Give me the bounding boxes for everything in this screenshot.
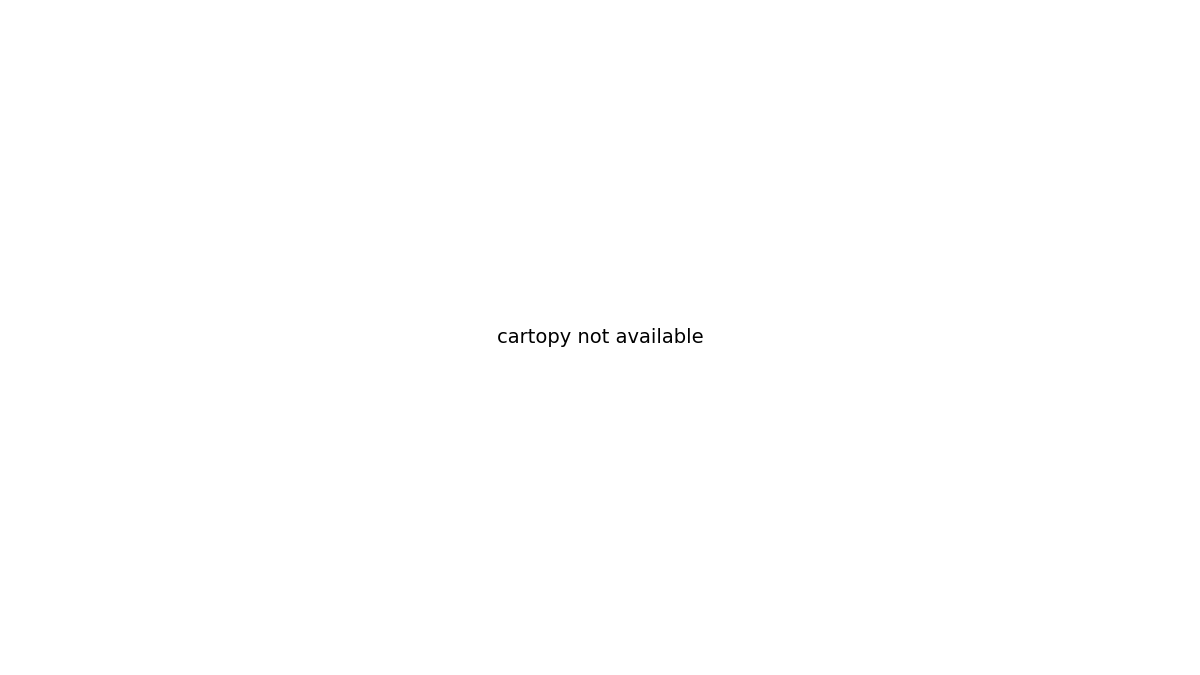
Text: cartopy not available: cartopy not available [497, 328, 703, 347]
